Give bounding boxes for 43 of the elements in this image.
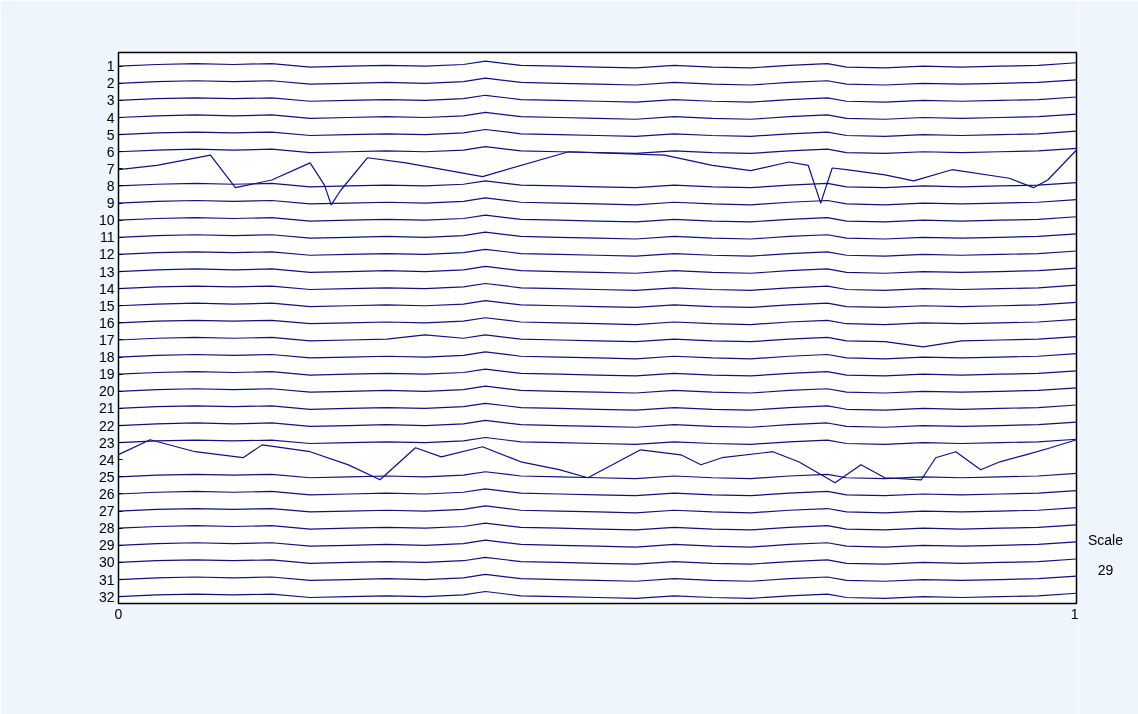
line-series [118, 368, 1077, 377]
y-tick-label: 26 [98, 485, 115, 502]
y-tick-label: 7 [106, 160, 115, 177]
line-series [118, 505, 1077, 514]
line-series [118, 334, 1077, 348]
y-tick-label: 17 [98, 331, 115, 348]
y-tick-label: 19 [98, 366, 115, 383]
y-tick-label: 16 [98, 314, 115, 331]
y-tick-label: 14 [98, 280, 115, 297]
y-tick-label: 22 [98, 417, 115, 434]
y-tick-label: 4 [106, 109, 115, 126]
line-series [118, 522, 1077, 531]
line-series [118, 214, 1077, 223]
y-tick-label: 1 [106, 58, 115, 75]
y-tick-label: 30 [98, 554, 115, 571]
y-tick-label: 3 [106, 92, 115, 109]
y-tick-label: 15 [98, 297, 115, 314]
y-tick-label: 20 [98, 383, 115, 400]
x-tick-label: 0 [114, 605, 123, 622]
y-tick-label: 28 [98, 520, 115, 537]
y-tick-label: 10 [98, 212, 115, 229]
line-series [118, 351, 1077, 360]
y-tick-label: 9 [106, 195, 115, 212]
y-tick-label: 5 [106, 126, 115, 143]
line-series [118, 60, 1077, 69]
text: Scale [1087, 532, 1124, 549]
y-tick-label: 24 [98, 451, 115, 468]
y-tick-label: 32 [98, 588, 115, 605]
y-tick-label: 23 [98, 434, 115, 451]
y-tick-label: 8 [106, 177, 115, 194]
y-tick-label: 21 [98, 400, 115, 417]
y-tick-label: 2 [106, 75, 115, 92]
y-tick-label: 29 [98, 537, 115, 554]
y-tick-label: 13 [98, 263, 115, 280]
text: 29 [1097, 562, 1114, 579]
y-tick-label: 11 [99, 229, 115, 246]
y-tick-label: 31 [98, 571, 115, 588]
y-tick-label: 12 [98, 246, 115, 263]
y-tick-label: 25 [98, 468, 115, 485]
y-tick-label: 6 [106, 143, 115, 160]
y-tick-label: 18 [98, 349, 115, 366]
line-series [118, 488, 1077, 497]
y-tick-label: 27 [98, 503, 115, 520]
